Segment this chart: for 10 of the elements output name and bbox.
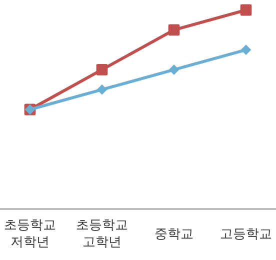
x-tick-label: 초등학교 저학년 [4, 218, 56, 250]
x-tick-label: 중학교 [154, 227, 194, 242]
point [96, 84, 108, 95]
x-tick-label: 초등학교 고학년 [76, 218, 128, 250]
point [168, 24, 180, 36]
point [168, 64, 180, 75]
x-tick-label: 고등학교 [220, 227, 272, 242]
point [240, 44, 252, 55]
point [96, 64, 108, 76]
point [240, 4, 252, 16]
